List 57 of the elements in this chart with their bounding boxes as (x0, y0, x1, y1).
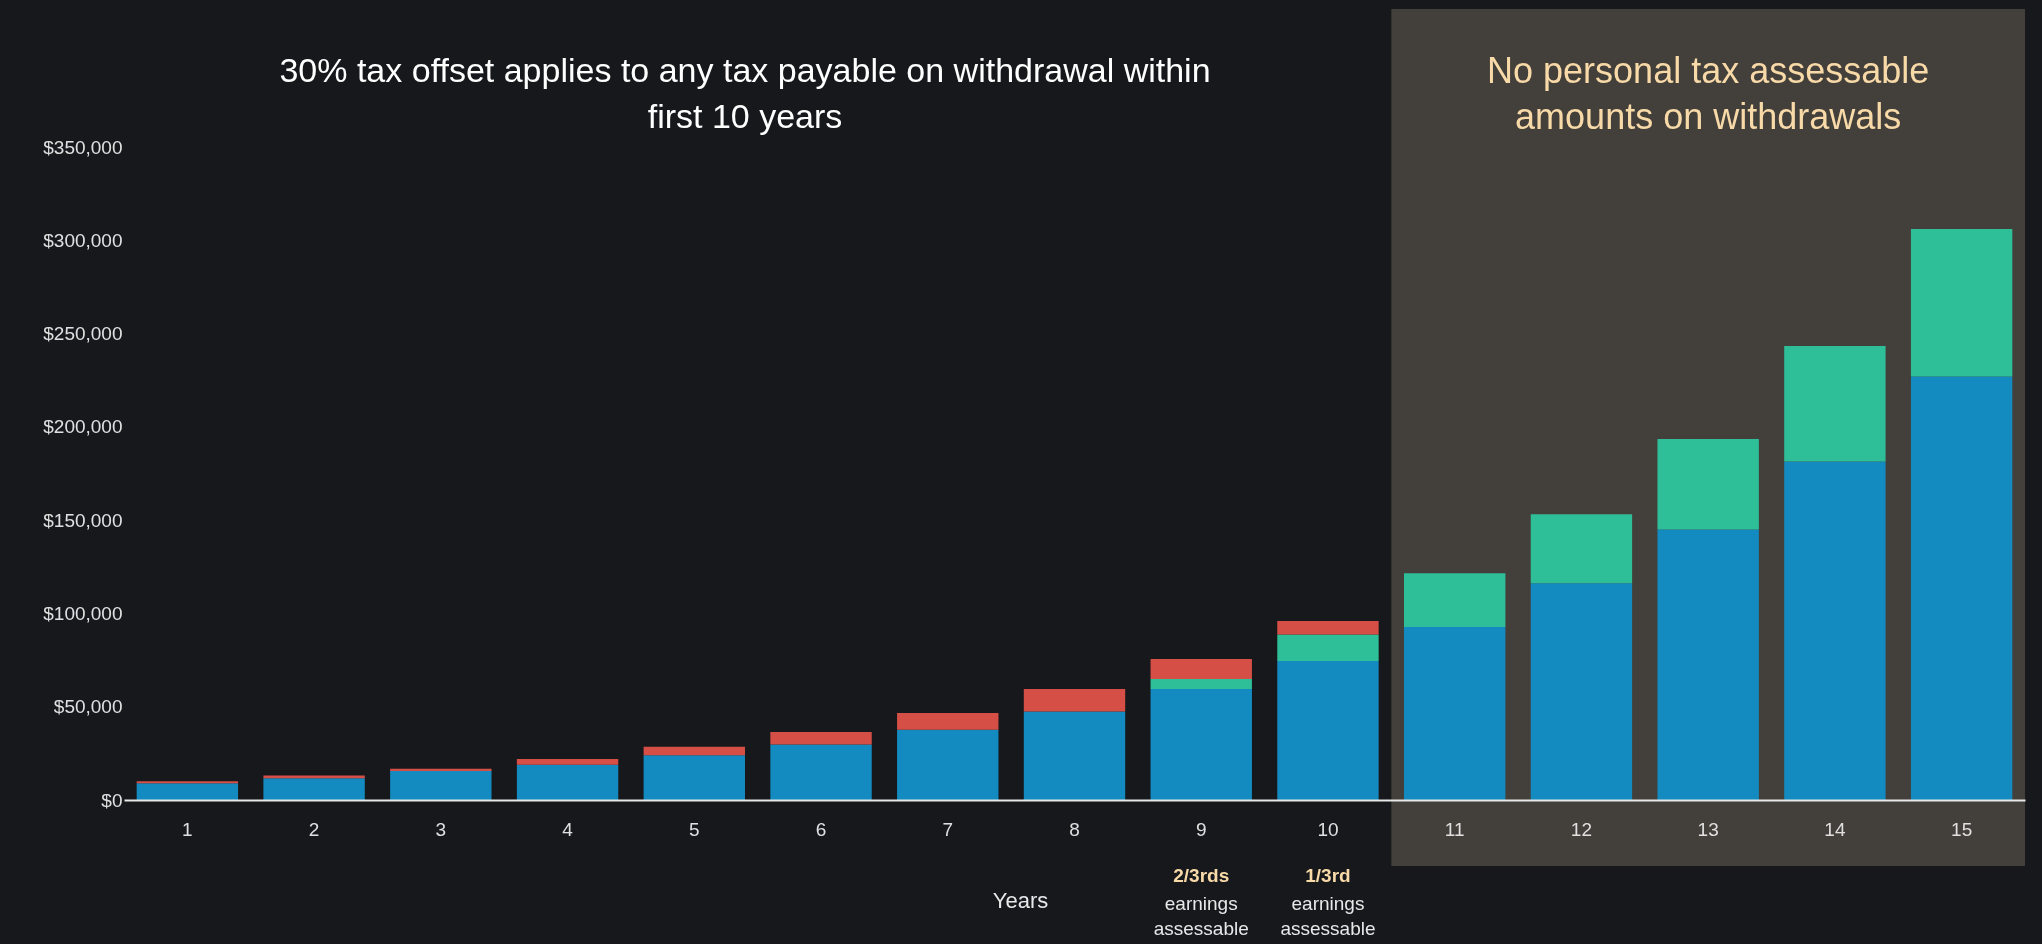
bar (1150, 658, 1252, 679)
bar (390, 771, 492, 800)
bar (1530, 583, 1633, 800)
bar (1910, 228, 2013, 377)
y-tick-label: $0 (101, 789, 123, 811)
bar (1277, 621, 1379, 635)
x-tick-label: 10 (1317, 818, 1339, 840)
x-tick-label: 8 (1069, 818, 1080, 840)
x-tick-label: 9 (1195, 818, 1207, 840)
x-axis-title: Years (992, 887, 1049, 913)
y-tick-label: $200,000 (43, 416, 123, 438)
x-tick-label: 1 (182, 818, 193, 840)
bar (136, 783, 239, 800)
bar (1023, 688, 1126, 712)
x-tick-label: 13 (1697, 818, 1719, 840)
y-tick-label: $350,000 (43, 136, 123, 158)
bar (263, 778, 365, 800)
bar (1404, 627, 1506, 800)
x-tick-label: 4 (562, 818, 574, 840)
text: 2/3rds earnings assessable (1153, 865, 1249, 939)
bar (1023, 711, 1126, 800)
bar (1150, 678, 1252, 689)
bar (643, 755, 745, 800)
bar (770, 744, 872, 800)
bar (770, 732, 872, 745)
band-label: No personal tax assessable amounts on withdrawals (1487, 50, 1930, 137)
bar (1530, 514, 1633, 584)
bar (1150, 688, 1252, 800)
bar (1657, 529, 1759, 800)
y-tick-label: $300,000 (43, 229, 123, 251)
y-tick-label: $100,000 (43, 602, 123, 624)
x-tick-label: 3 (435, 818, 447, 840)
bar (1910, 376, 2013, 800)
bar (516, 764, 619, 800)
text: 1/3rd earnings assessable (1280, 865, 1376, 939)
x-tick-label: 5 (689, 818, 700, 840)
x-tick-label: 15 (1951, 818, 1973, 840)
bar (1277, 661, 1379, 800)
bar (1784, 345, 1886, 462)
y-tick-label: $150,000 (43, 509, 123, 531)
x-tick-label: 2 (308, 818, 320, 840)
bar (516, 758, 619, 765)
bar (897, 713, 999, 730)
bar (1657, 438, 1759, 530)
bar (1404, 573, 1506, 628)
chart-title: 30% tax offset applies to any tax payable on withdrawal within first 10 years (279, 51, 1211, 135)
bar (1784, 461, 1886, 800)
bar (643, 746, 745, 756)
bar (1277, 634, 1379, 661)
x-tick-label: 11 (1444, 818, 1465, 840)
x-tick-label: 12 (1570, 818, 1592, 840)
x-tick-label: 14 (1824, 818, 1846, 840)
x-tick-label: 7 (942, 818, 954, 840)
y-tick-label: $50,000 (53, 696, 123, 718)
x-tick-label: 6 (815, 818, 827, 840)
bar (897, 729, 999, 800)
y-tick-label: $250,000 (43, 323, 123, 345)
